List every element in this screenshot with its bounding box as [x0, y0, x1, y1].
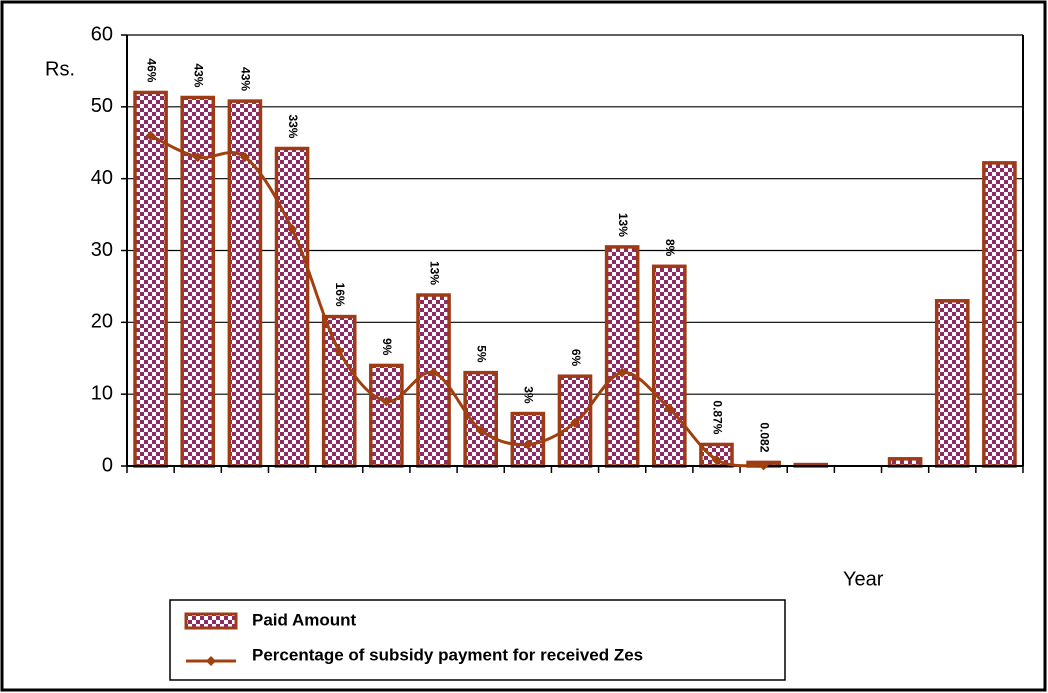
line-marker: [570, 417, 580, 428]
bar: [887, 457, 923, 468]
bar: [982, 161, 1017, 468]
data-label: 5%: [475, 345, 489, 363]
data-label: 43%: [192, 63, 206, 87]
y-tick-label: 50: [91, 95, 113, 117]
data-label: 9%: [380, 338, 394, 356]
data-label: 16%: [333, 283, 347, 307]
legend-swatch: [184, 612, 238, 630]
data-label: 43%: [239, 67, 253, 91]
line-marker: [192, 152, 203, 163]
y-tick-label: 10: [91, 382, 113, 404]
line-marker: [145, 130, 156, 141]
data-label: 0.082: [757, 422, 771, 452]
legend: [169, 599, 786, 681]
line-marker: [381, 396, 392, 407]
y-tick-label: 20: [91, 311, 113, 333]
line-marker: [239, 152, 250, 163]
line-marker: [758, 460, 769, 471]
y-tick-label: 40: [91, 167, 113, 189]
data-label: 46%: [144, 58, 158, 82]
line-marker: [522, 439, 533, 450]
data-label: 3%: [522, 386, 536, 404]
line-marker: [711, 454, 722, 465]
y-axis-label: Rs.: [45, 58, 75, 80]
bar: [274, 146, 310, 468]
data-label: 33%: [286, 114, 300, 138]
y-tick-label: 30: [91, 239, 113, 261]
bar: [934, 299, 970, 468]
line-marker: [334, 346, 345, 357]
bar: [369, 363, 404, 468]
legend-label: Paid Amount: [252, 610, 357, 629]
line-marker: [287, 223, 298, 234]
data-label: 6%: [569, 349, 583, 367]
bar: [133, 90, 168, 468]
data-label: 13%: [427, 261, 441, 285]
line-marker: [428, 367, 439, 378]
bar: [321, 314, 357, 468]
data-label: 8%: [663, 239, 677, 257]
data-label: 0.87%: [710, 400, 724, 434]
y-tick-label: 60: [91, 23, 113, 45]
line-marker: [664, 403, 675, 414]
y-tick-label: 0: [102, 454, 113, 476]
line: [149, 134, 764, 468]
bar: [604, 245, 640, 468]
bar: [652, 264, 687, 468]
line-marker: [617, 367, 628, 378]
legend-label: Percentage of subsidy payment for receiv…: [252, 645, 643, 664]
line-marker: [475, 425, 486, 436]
data-label: 13%: [616, 213, 630, 237]
x-axis-label: Year: [843, 568, 884, 590]
legend-marker: [206, 656, 216, 666]
